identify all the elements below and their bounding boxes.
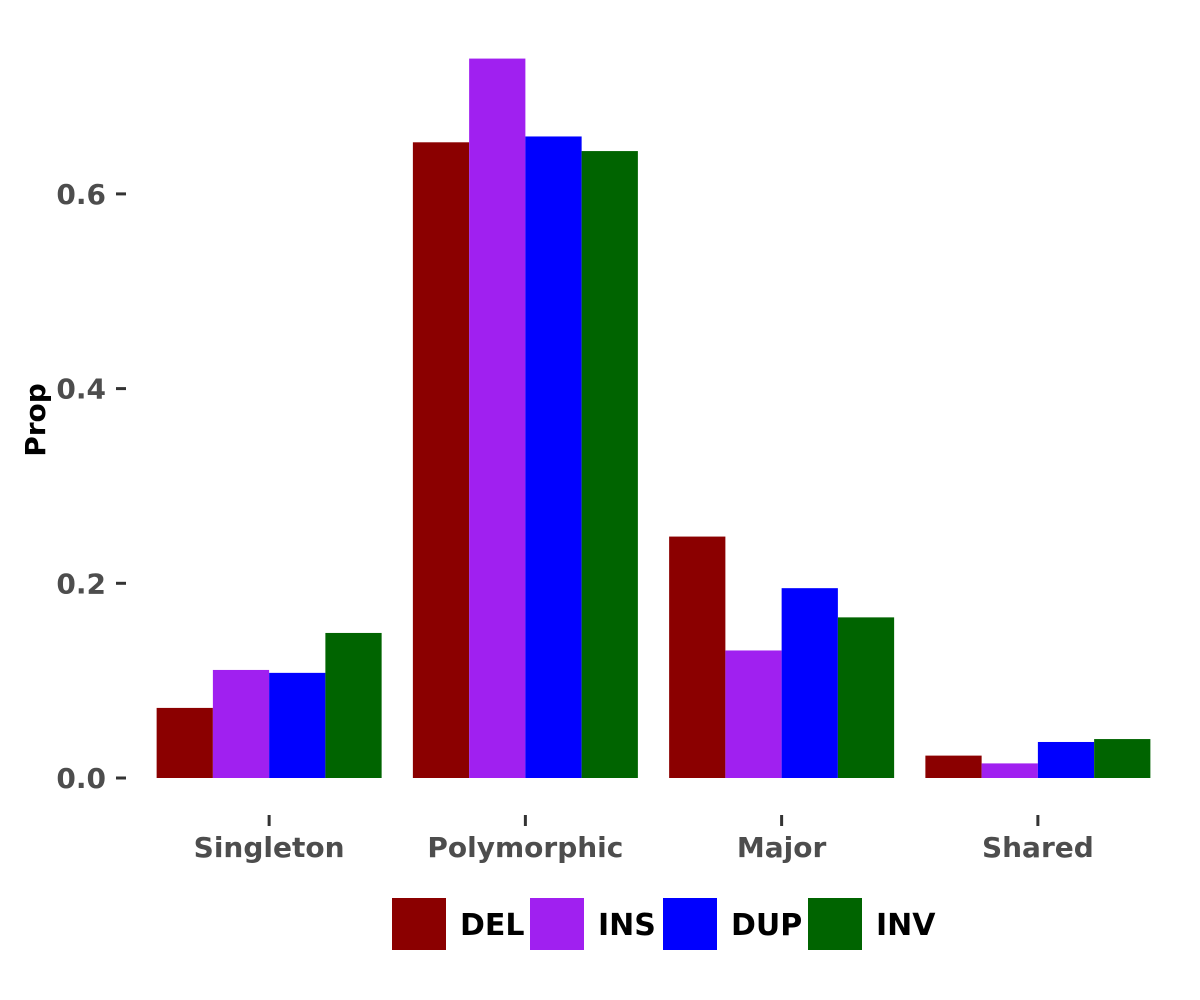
y-tick-label: 0.4 xyxy=(56,373,106,406)
bar-dup-polymorphic xyxy=(525,136,582,778)
x-tick-label: Shared xyxy=(982,831,1094,864)
bar-del-major xyxy=(669,536,726,778)
y-tick-label: 0.0 xyxy=(56,762,106,795)
legend-label-inv: INV xyxy=(876,908,936,943)
bar-ins-major xyxy=(725,650,782,778)
bar-inv-shared xyxy=(1094,739,1151,778)
legend-label-dup: DUP xyxy=(731,908,802,943)
bar-ins-polymorphic xyxy=(469,58,526,778)
bar-ins-singleton xyxy=(212,669,270,778)
legend-key-ins xyxy=(530,898,584,950)
y-tick-label: 0.6 xyxy=(56,178,106,211)
bar-dup-singleton xyxy=(269,672,326,778)
bar-del-singleton xyxy=(156,707,213,778)
x-tick-label: Major xyxy=(737,831,827,864)
legend-label-ins: INS xyxy=(598,908,656,943)
bar-inv-major xyxy=(837,617,895,778)
bar-del-polymorphic xyxy=(412,142,470,779)
y-axis-title: Prop xyxy=(19,383,52,457)
legend: DEL INS DUP INV xyxy=(392,898,936,950)
bar-inv-singleton xyxy=(325,632,382,778)
bar-dup-major xyxy=(781,588,838,778)
x-axis: Singleton Polymorphic Major Shared xyxy=(194,815,1094,864)
x-tick-label: Polymorphic xyxy=(427,831,623,864)
bar-dup-shared xyxy=(1037,741,1095,778)
bar-del-shared xyxy=(925,755,982,778)
x-tick-label: Singleton xyxy=(194,831,345,864)
legend-key-del xyxy=(392,898,446,950)
legend-key-dup xyxy=(663,898,717,950)
legend-key-inv xyxy=(808,898,862,950)
legend-label-del: DEL xyxy=(460,908,525,943)
bar-ins-shared xyxy=(981,763,1038,778)
bar-inv-polymorphic xyxy=(581,151,638,778)
y-tick-label: 0.2 xyxy=(56,567,106,600)
bars-group xyxy=(156,58,1151,779)
y-axis: 0.0 0.2 0.4 0.6 xyxy=(56,178,126,795)
